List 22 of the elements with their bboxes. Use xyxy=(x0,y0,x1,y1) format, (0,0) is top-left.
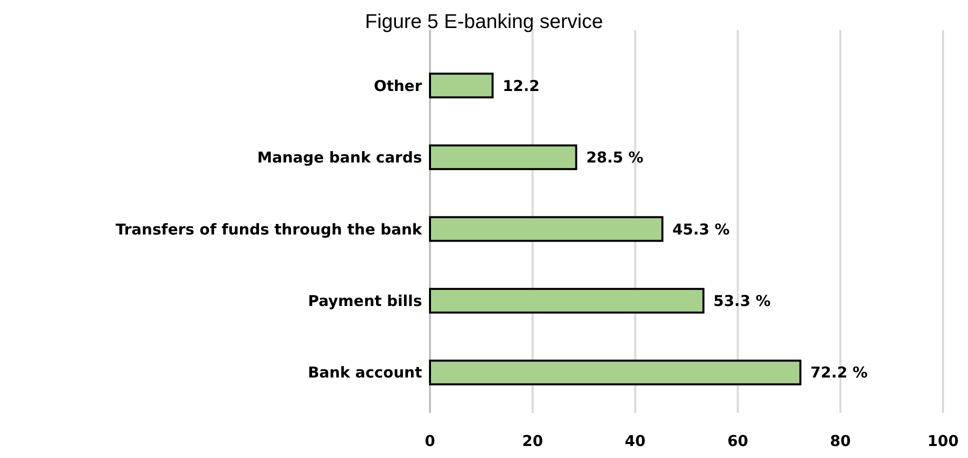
y-tick-label: Manage bank cards xyxy=(257,148,422,167)
data-label: 72.2 % xyxy=(810,364,868,382)
data-label: 12.2 xyxy=(502,76,540,95)
y-tick-label: Transfers of funds through the bank xyxy=(116,220,424,238)
x-tick-label: 40 xyxy=(624,432,646,450)
x-tick-label: 20 xyxy=(522,432,544,450)
bar xyxy=(429,144,578,170)
chart-title: Figure 5 E-banking service xyxy=(365,11,603,33)
data-label: 28.5 % xyxy=(586,148,644,167)
bar xyxy=(429,288,704,314)
data-label: 53.3 % xyxy=(713,292,771,310)
y-tick-label: Other xyxy=(374,76,423,95)
x-tick-label: 80 xyxy=(830,432,851,450)
x-tick-label: 0 xyxy=(424,432,436,450)
bar xyxy=(429,216,664,242)
x-tick-label: 100 xyxy=(927,432,959,450)
bar xyxy=(429,360,802,386)
data-label: 45.3 % xyxy=(672,220,730,238)
x-tick-label: 60 xyxy=(727,432,748,450)
bar xyxy=(429,72,494,98)
y-tick-label: Payment bills xyxy=(308,292,422,310)
y-tick-label: Bank account xyxy=(308,364,422,382)
